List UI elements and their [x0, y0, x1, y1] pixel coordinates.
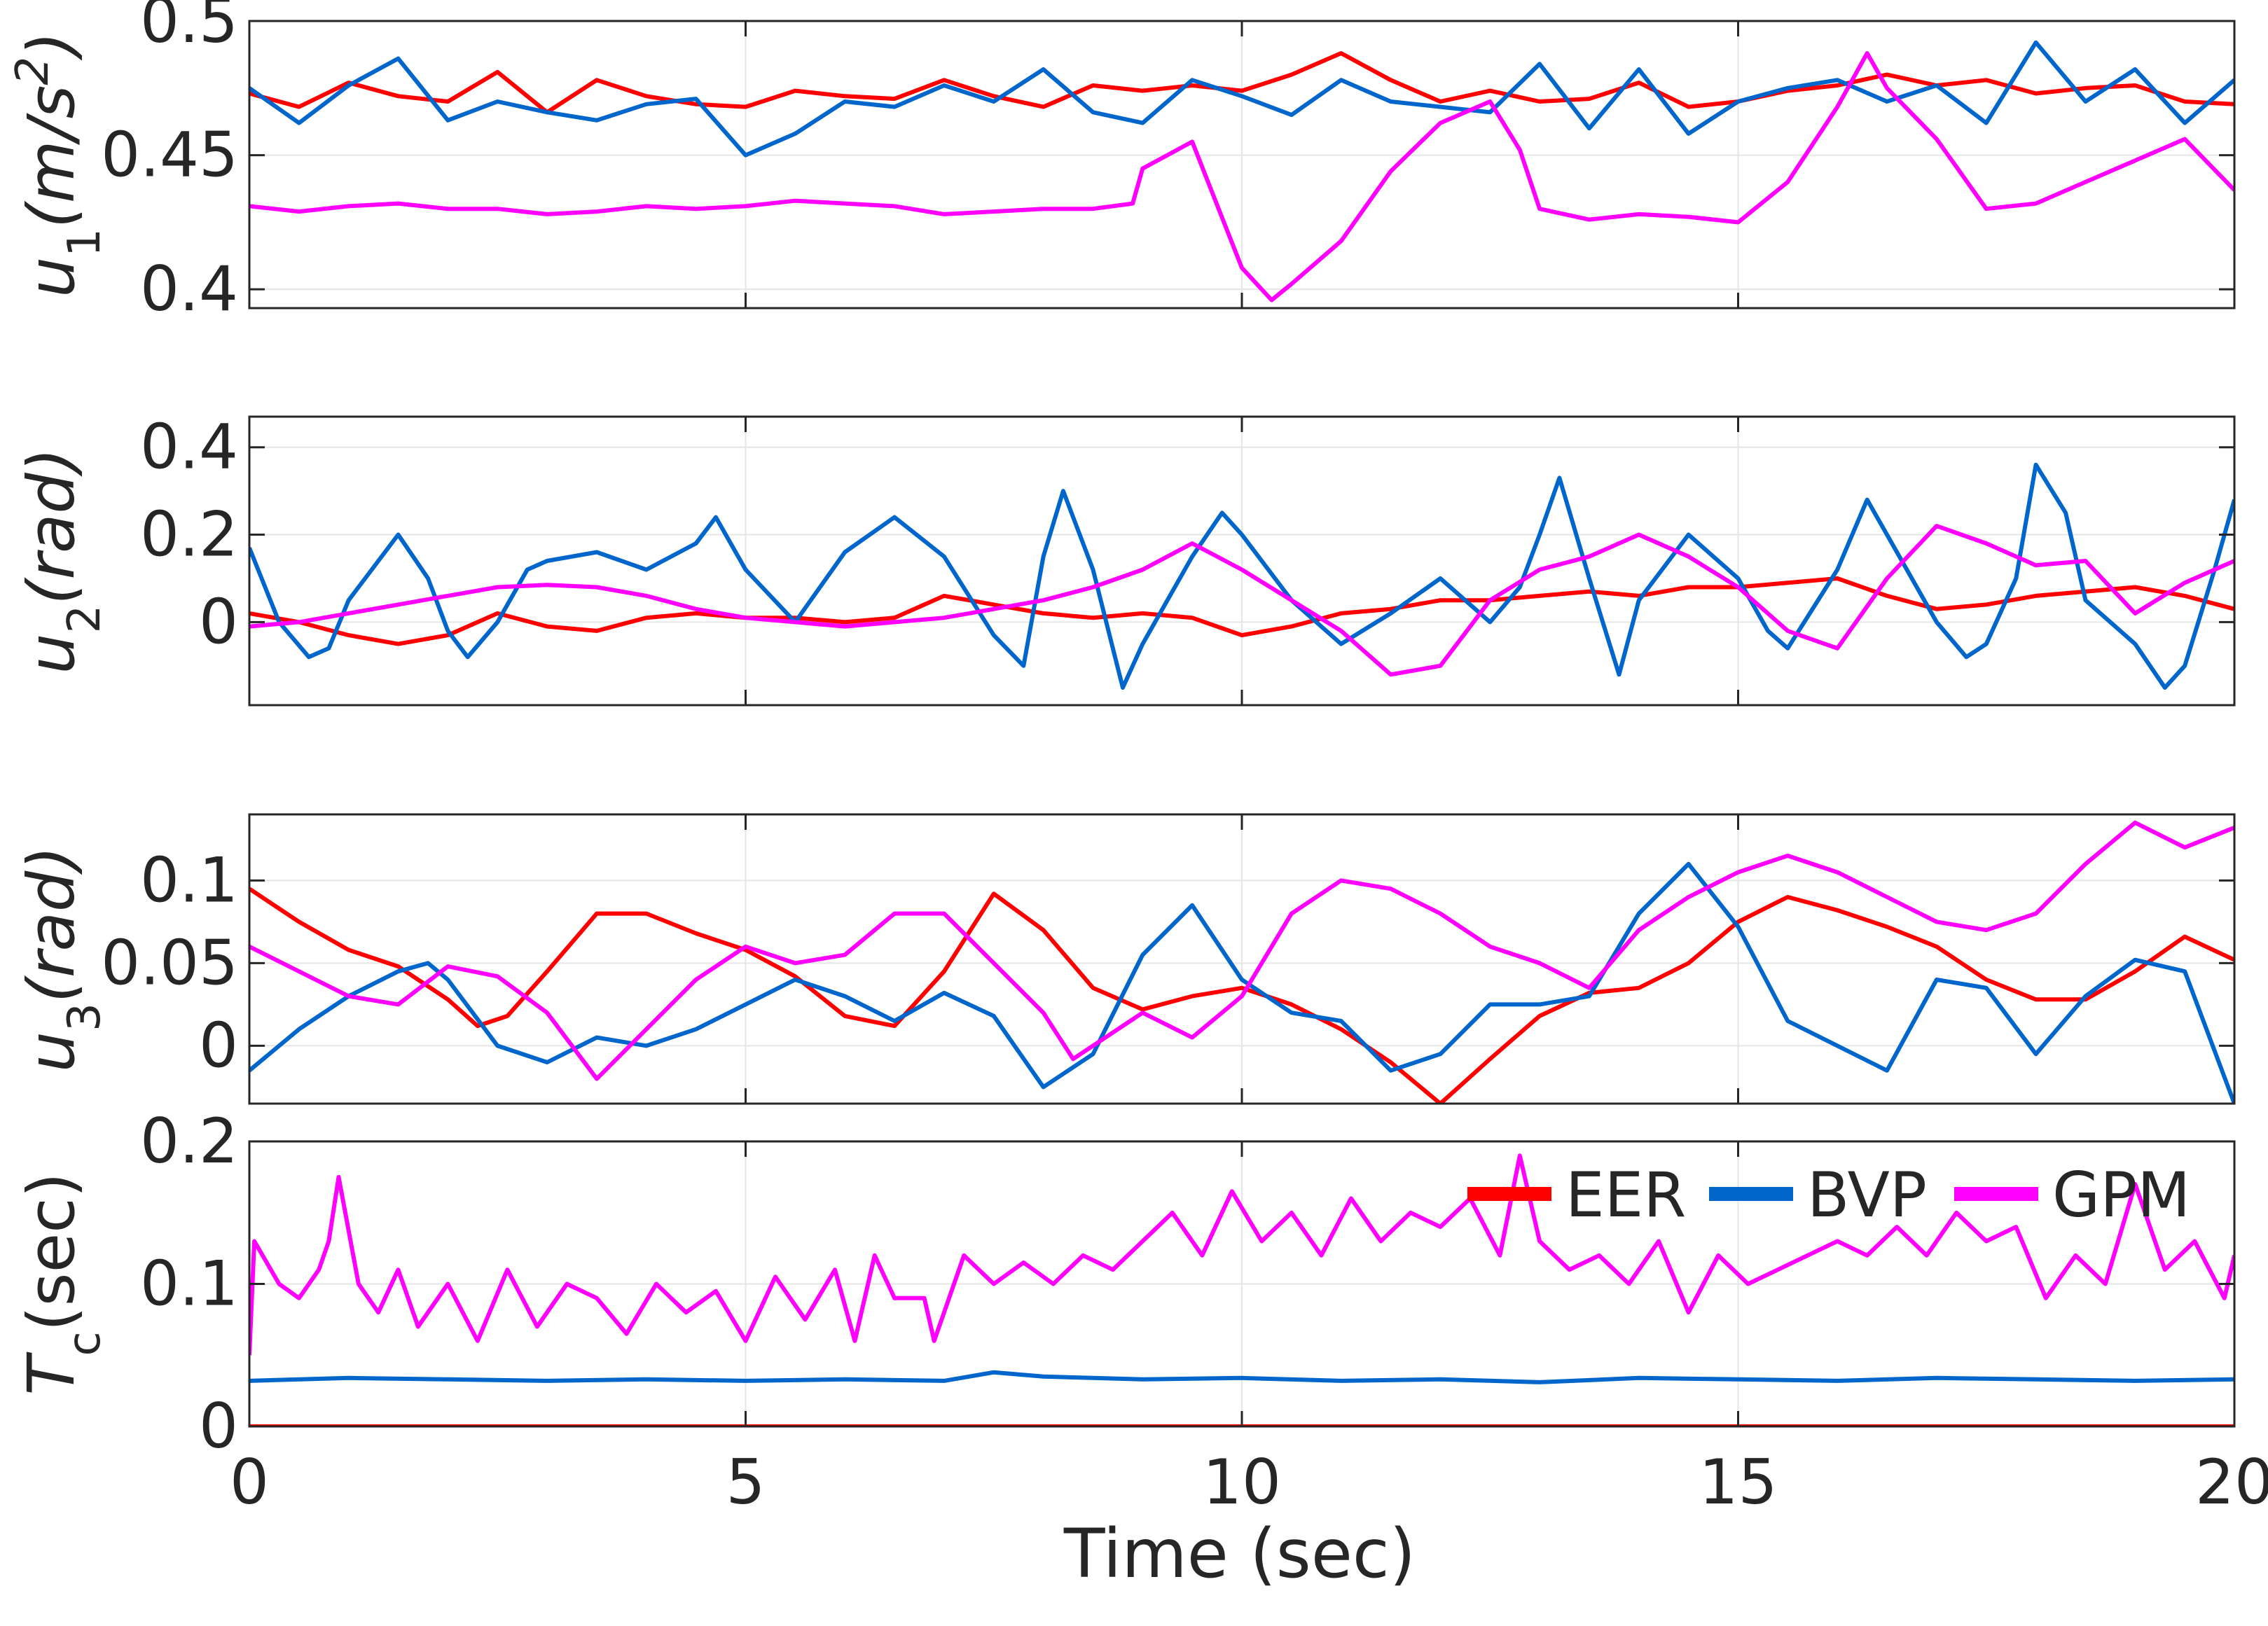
series-line-eer: [249, 887, 2234, 1104]
y-tick-label: 0: [199, 1009, 238, 1081]
series-line-eer: [249, 576, 2234, 646]
panel-3: 0 0.05 0.1 u3(rad): [14, 813, 2236, 1105]
series-line-bvp: [249, 462, 2234, 690]
y-tick-label: 0: [199, 1390, 238, 1462]
y-tick-label: 0.1: [140, 844, 238, 916]
series-line-gpm: [249, 524, 2234, 677]
panel-1: 0.4 0.45 0.5 u1(m/s2): [7, 0, 2236, 325]
series-line-gpm: [249, 1153, 2234, 1356]
y-axis-label: u1(m/s2): [7, 32, 111, 298]
y-axis-label: u3(rad): [14, 846, 111, 1072]
x-tick-label: 10: [1203, 1446, 1281, 1518]
y-tick-label: 0.2: [140, 1105, 238, 1177]
legend-label-gpm: GPM: [2052, 1159, 2190, 1231]
x-tick-label: 0: [230, 1446, 269, 1518]
y-axis-label: u2(rad): [14, 447, 111, 674]
series-line-gpm: [249, 820, 2234, 1081]
legend: EER BVP GPM: [1467, 1159, 2190, 1231]
series-group: [249, 1153, 2234, 1426]
y-tick-label: 0.45: [101, 119, 238, 191]
y-tick-label: 0.4: [140, 411, 238, 483]
y-tick-label: 0.1: [140, 1248, 238, 1320]
y-tick-label: 0: [199, 585, 238, 658]
x-tick-label: 20: [2195, 1446, 2268, 1518]
series-group: [249, 462, 2234, 690]
series-group: [249, 40, 2234, 303]
series-line-bvp: [249, 1370, 2234, 1384]
series-line-bvp: [249, 861, 2234, 1104]
series-group: [249, 820, 2234, 1104]
y-tick-label: 0.2: [140, 499, 238, 571]
series-line-gpm: [249, 51, 2234, 303]
y-axis-label: Tc(sec): [14, 1172, 111, 1395]
x-tick-label: 15: [1699, 1446, 1778, 1518]
panel-4: 0 5 10 15 20 0 0.1 0.2 Tc(sec): [14, 1105, 2268, 1518]
y-tick-label: 0.5: [140, 0, 238, 57]
panels: 0.4 0.45 0.5 u1(m/s2) 0 0.2 0.4 u2(rad) 0 0.05 0.1…: [7, 0, 2268, 1518]
panel-2: 0 0.2 0.4 u2(rad): [14, 411, 2236, 707]
y-tick-label: 0.05: [101, 926, 238, 999]
series-line-bvp: [249, 40, 2234, 158]
series-line-eer: [249, 51, 2234, 115]
legend-label-eer: EER: [1565, 1159, 1686, 1231]
x-tick-label: 5: [726, 1446, 766, 1518]
x-axis-label: Time (sec): [1063, 1515, 1416, 1593]
y-tick-label: 0.4: [140, 253, 238, 325]
legend-label-bvp: BVP: [1807, 1159, 1927, 1231]
